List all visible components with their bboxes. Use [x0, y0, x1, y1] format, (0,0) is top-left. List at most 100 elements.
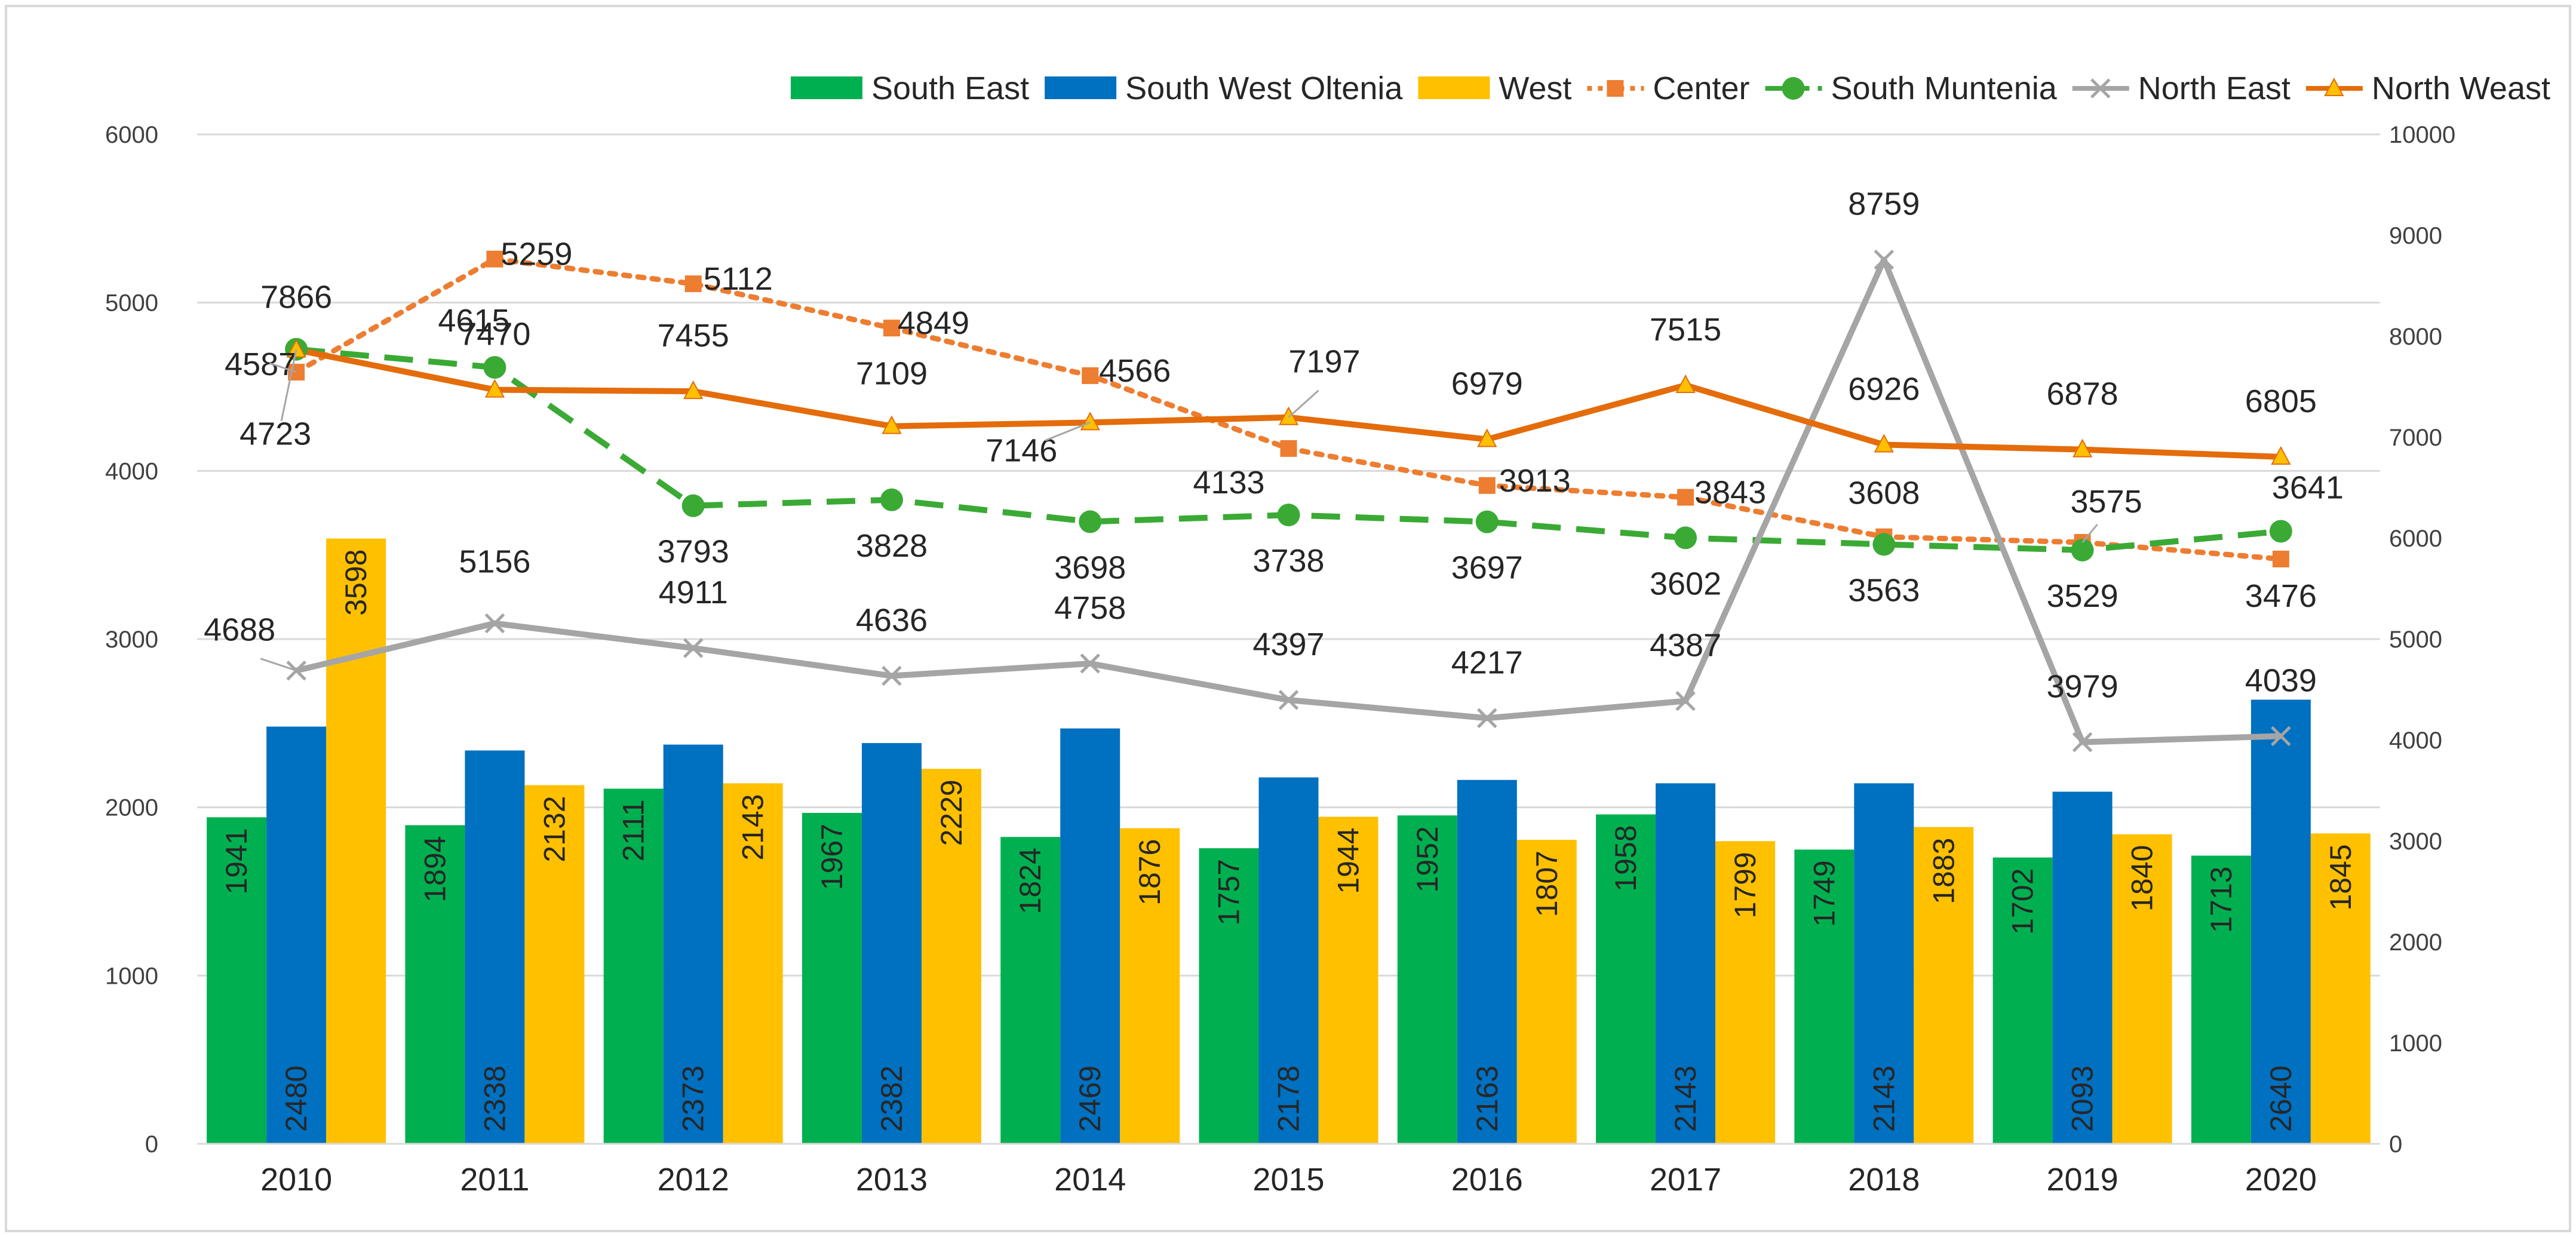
- bar-south-west-oltenia: [266, 726, 327, 1144]
- point-south-muntenia: [483, 356, 506, 379]
- bar-data-label: 2178: [1272, 1066, 1306, 1132]
- x-tick-label: 2012: [658, 1162, 729, 1198]
- point-north-weast: [2072, 438, 2093, 458]
- point-south-muntenia: [1277, 504, 1300, 527]
- bar-west: [1318, 817, 1378, 1144]
- line-data-label: 3698: [1054, 550, 1126, 585]
- bar-data-label: 1967: [815, 824, 849, 890]
- bar-south-east: [1199, 848, 1259, 1144]
- point-south-muntenia: [1475, 510, 1499, 533]
- bar-data-label: 1944: [1332, 827, 1365, 894]
- line-data-label: 3697: [1451, 550, 1523, 586]
- point-center: [883, 320, 900, 337]
- bar-data-label: 2469: [1073, 1066, 1107, 1132]
- bar-south-west-oltenia: [1457, 779, 1517, 1144]
- legend-item-west: West: [1418, 70, 1571, 106]
- legend-label: South East: [871, 70, 1029, 106]
- point-north-weast: [882, 415, 902, 434]
- line-data-label: 4688: [204, 612, 275, 648]
- y-right-tick-label: 5000: [2389, 627, 2442, 653]
- y-right-tick-label: 3000: [2389, 828, 2442, 855]
- y-left-tick-label: 5000: [105, 290, 158, 317]
- point-south-muntenia: [681, 494, 705, 517]
- point-north-east: [1477, 708, 1497, 729]
- bar-data-label: 2382: [875, 1066, 908, 1132]
- bar-south-west-oltenia: [663, 744, 723, 1144]
- line-data-label: 8759: [1848, 186, 1920, 222]
- line-data-label: 4849: [898, 305, 969, 341]
- bar-data-label: 1757: [1212, 859, 1246, 925]
- x-tick-label: 2019: [2047, 1162, 2118, 1198]
- point-south-muntenia: [1872, 533, 1896, 556]
- line-data-label: 3476: [2245, 578, 2317, 614]
- x-tick-label: 2010: [260, 1162, 332, 1198]
- label-leader-line: [2081, 524, 2098, 544]
- bar-data-label: 1702: [2006, 868, 2040, 935]
- legend-marker: [1782, 77, 1805, 100]
- label-leader-line: [1288, 389, 1319, 418]
- line-data-label: 3843: [1694, 475, 1766, 511]
- line-data-label: 3913: [1499, 463, 1571, 499]
- line-data-label: 3793: [658, 534, 729, 570]
- point-north-weast: [286, 339, 306, 358]
- line-data-label: 4387: [1650, 628, 1721, 664]
- y-right-tick-label: 10000: [2389, 122, 2455, 148]
- line-data-label: 6926: [1848, 372, 1920, 407]
- legend-item-center: Center: [1587, 70, 1750, 106]
- bar-data-label: 2132: [538, 796, 571, 862]
- bar-data-label: 1807: [1530, 851, 1564, 917]
- bar-data-label: 2143: [1867, 1066, 1900, 1132]
- y-right-tick-label: 9000: [2389, 223, 2442, 249]
- bar-west: [1914, 827, 1974, 1144]
- line-data-label: 7866: [260, 280, 332, 315]
- y-left-tick-label: 0: [145, 1131, 158, 1158]
- point-north-weast: [683, 380, 704, 400]
- line-data-label: 6878: [2047, 376, 2118, 412]
- label-leader-line: [1045, 421, 1091, 441]
- point-south-muntenia: [2071, 538, 2094, 561]
- point-north-east: [882, 665, 902, 686]
- line-data-label: 3738: [1252, 543, 1324, 579]
- bar-west: [723, 783, 783, 1144]
- line-data-label: 4397: [1252, 627, 1324, 662]
- bar-data-label: 1713: [2205, 867, 2238, 933]
- bar-west: [921, 769, 981, 1144]
- label-leader-line: [260, 658, 297, 672]
- bar-data-label: 1799: [1728, 852, 1762, 918]
- point-north-east: [683, 638, 704, 658]
- point-center: [684, 275, 702, 293]
- point-center: [486, 250, 503, 268]
- line-data-label: 3575: [2071, 484, 2142, 520]
- bar-south-west-oltenia: [2052, 791, 2113, 1144]
- legend-swatch: [790, 76, 862, 99]
- line-data-label: 7146: [985, 432, 1057, 468]
- line-data-label: 4587: [225, 346, 296, 382]
- bar-south-east: [1000, 837, 1061, 1144]
- bar-south-west-oltenia: [1060, 728, 1120, 1144]
- bar-data-label: 1876: [1133, 839, 1166, 906]
- line-data-label: 4615: [438, 303, 509, 339]
- bar-data-label: 1749: [1807, 860, 1841, 926]
- bar-data-label: 3598: [339, 550, 373, 616]
- line-data-label: 5259: [501, 237, 572, 272]
- y-left-tick-label: 4000: [105, 458, 158, 484]
- bar-west: [1516, 840, 1577, 1144]
- legend-marker: [2090, 78, 2111, 99]
- y-left-tick-label: 6000: [105, 122, 158, 148]
- legend-label: South West Oltenia: [1125, 70, 1403, 106]
- legend-marker: [2324, 77, 2344, 96]
- point-north-weast: [484, 379, 505, 398]
- bar-data-label: 1824: [1014, 848, 1047, 914]
- x-tick-label: 2015: [1252, 1162, 1324, 1198]
- x-tick-label: 2016: [1451, 1162, 1523, 1198]
- legend-swatch: [1418, 76, 1490, 99]
- point-center: [1082, 367, 1099, 384]
- x-tick-label: 2013: [856, 1162, 928, 1198]
- line-data-label: 6805: [2245, 383, 2317, 419]
- point-center: [1677, 489, 1694, 506]
- line-data-label: 7515: [1650, 312, 1721, 348]
- bar-south-east: [1992, 857, 2053, 1144]
- x-tick-label: 2018: [1848, 1162, 1920, 1198]
- point-north-east: [1874, 249, 1895, 270]
